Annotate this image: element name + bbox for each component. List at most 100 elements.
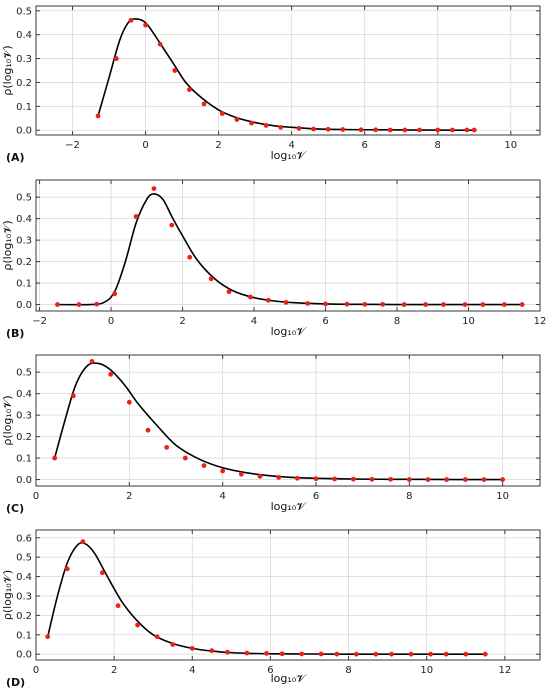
data-point (417, 127, 422, 133)
data-point (464, 127, 470, 133)
data-point (187, 254, 193, 260)
y-tick-label: 0.1 (16, 630, 32, 641)
x-tick-label: 8 (435, 140, 441, 151)
data-point (115, 603, 121, 609)
data-point (444, 477, 450, 482)
data-point (428, 651, 434, 657)
data-point (186, 87, 192, 93)
y-tick-label: 0.3 (16, 411, 32, 422)
x-tick-label: 6 (267, 665, 273, 676)
data-point (435, 127, 441, 133)
y-tick-label: 0.1 (16, 279, 32, 290)
x-tick-label: 10 (504, 140, 517, 151)
panels: −2 0 2 4 6 8 10 0.0 0.1 0.2 0.3 0.4 0.5 log₁₀𝓥 ρ(log₁₀… (1, 5, 547, 689)
data-point (234, 117, 240, 122)
data-point (373, 127, 379, 133)
x-tick-label: 2 (179, 316, 185, 327)
y-tick-label: 0.5 (16, 193, 32, 204)
chart-panel: 0 2 4 6 8 10 12 0.0 0.1 0.2 0.3 0.4 0.5 0.6 log₁₀𝓥 ρ(lo… (1, 529, 541, 689)
y-axis-label: ρ(log₁₀𝓥) (1, 45, 14, 95)
x-tick-label: 2 (126, 491, 132, 502)
x-tick-label: 12 (534, 316, 547, 327)
y-tick-label: 0.0 (16, 650, 32, 661)
data-point (145, 427, 151, 433)
data-point (279, 651, 285, 657)
data-point (208, 276, 214, 282)
data-point (257, 473, 263, 479)
data-point (263, 123, 269, 128)
data-point (264, 651, 269, 656)
x-tick-label: 4 (219, 491, 225, 502)
data-point (89, 359, 95, 364)
x-tick-label: 6 (362, 140, 368, 151)
fit-curve (53, 362, 503, 481)
y-tick-label: 0.4 (16, 389, 32, 400)
data-point (463, 651, 469, 657)
fit-curve (97, 18, 475, 132)
plot-area (35, 529, 541, 661)
data-point (313, 476, 319, 482)
data-point (278, 124, 284, 130)
data-point (305, 301, 311, 306)
data-point (462, 477, 468, 482)
data-point (501, 302, 507, 307)
x-tick-label: 8 (406, 491, 412, 502)
x-tick-label: 6 (313, 491, 319, 502)
data-point (108, 371, 114, 377)
y-tick-label: 0.5 (16, 6, 32, 17)
y-axis-label: ρ(log₁₀𝓥) (1, 570, 14, 620)
data-point (401, 302, 407, 307)
y-tick-label: 0.3 (16, 54, 32, 65)
x-tick-label: 4 (288, 140, 294, 151)
data-point (387, 127, 393, 133)
x-tick-label: 10 (420, 665, 433, 676)
data-point (443, 651, 449, 657)
x-tick-label: 0 (142, 140, 148, 151)
y-tick-label: 0.2 (16, 611, 32, 622)
x-tick-label: 8 (394, 316, 400, 327)
data-point (164, 444, 170, 450)
panel-label: (B) (6, 327, 24, 340)
data-point (172, 68, 178, 73)
data-point (244, 650, 250, 656)
y-tick-label: 0.4 (16, 30, 32, 41)
x-tick-label: −2 (32, 316, 47, 327)
data-point (480, 302, 486, 307)
data-point (151, 186, 157, 191)
y-tick-label: 0.0 (16, 126, 32, 137)
data-point (100, 570, 105, 576)
y-tick-label: 0.5 (16, 368, 32, 379)
data-point (76, 302, 82, 307)
plot-frame (35, 179, 541, 312)
data-point (402, 127, 408, 133)
data-point (112, 291, 118, 297)
data-point (441, 302, 446, 307)
data-point (380, 301, 386, 307)
y-tick-label: 0.2 (16, 432, 32, 443)
data-point (182, 455, 188, 461)
data-point (350, 476, 356, 482)
x-tick-label: 4 (189, 665, 195, 676)
panel-label: (D) (6, 676, 25, 689)
data-point (388, 476, 394, 482)
data-point (52, 455, 58, 461)
data-point (70, 393, 76, 399)
y-tick-label: 0.2 (16, 78, 32, 89)
data-point (408, 651, 414, 657)
x-axis-label: log₁₀𝓥 (271, 325, 308, 338)
data-point (299, 651, 305, 657)
y-tick-label: 0.3 (16, 236, 32, 247)
data-point (325, 126, 331, 132)
data-point (406, 477, 412, 482)
y-tick-label: 0.4 (16, 214, 32, 225)
y-tick-label: 0.0 (16, 475, 32, 486)
data-point (219, 111, 225, 116)
x-tick-label: 2 (111, 665, 117, 676)
data-point (55, 302, 60, 307)
panel-label: (C) (6, 502, 24, 515)
data-point (238, 471, 244, 477)
x-tick-label: 0 (108, 316, 114, 327)
data-point (209, 648, 215, 654)
data-point (369, 476, 375, 482)
